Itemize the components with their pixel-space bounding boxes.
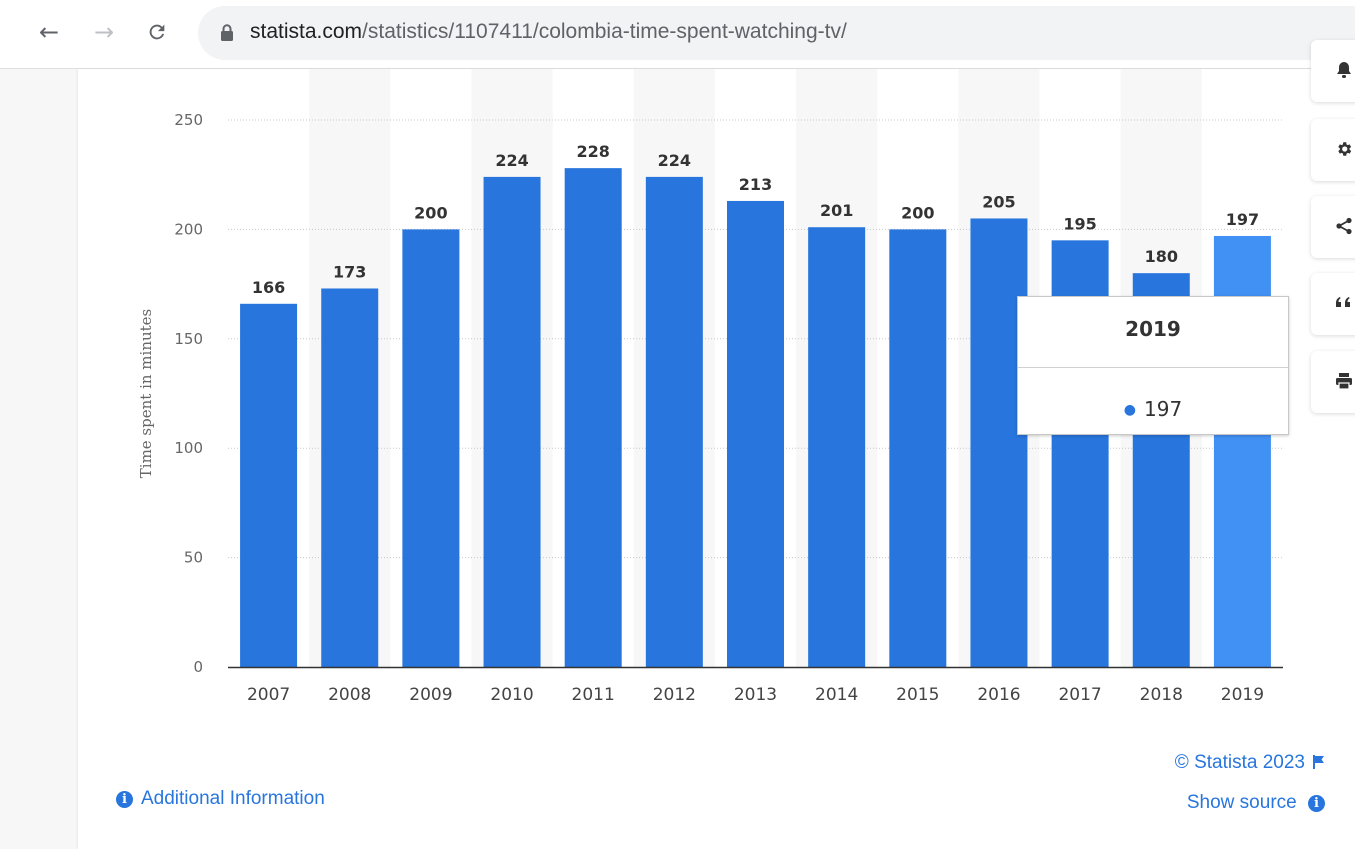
bar-2007 xyxy=(240,303,298,667)
reload-icon[interactable] xyxy=(143,18,171,46)
print-button[interactable] xyxy=(1311,351,1355,413)
bar-2011 xyxy=(564,168,622,668)
x-tick-label-2010: 2010 xyxy=(490,685,533,705)
tooltip-divider xyxy=(1018,367,1288,368)
x-tick-label-2007: 2007 xyxy=(247,685,290,705)
additional-information-link[interactable]: i Additional Information xyxy=(116,788,325,810)
x-tick-label-2018: 2018 xyxy=(1140,685,1183,705)
forward-arrow-icon[interactable]: → xyxy=(93,18,115,46)
data-label-2011: 228 xyxy=(576,142,609,161)
flag-icon xyxy=(1313,753,1325,769)
bar-2016 xyxy=(970,218,1028,667)
data-label-2007: 166 xyxy=(252,278,285,297)
data-label-2009: 200 xyxy=(414,203,447,222)
y-tick-label: 0 xyxy=(193,658,203,676)
bar-chart: 0 50 100 150 200 250 Time spent in minutes 166 2… xyxy=(137,69,1283,705)
x-tick-label-2008: 2008 xyxy=(328,685,371,705)
tooltip-value-row: ● 197 xyxy=(1018,397,1288,421)
data-label-2013: 213 xyxy=(739,175,772,194)
url-domain: statista.com xyxy=(250,20,363,43)
print-icon xyxy=(1336,373,1352,390)
x-tick-label-2013: 2013 xyxy=(734,685,777,705)
x-tick-label-2011: 2011 xyxy=(572,685,615,705)
tooltip-value: 197 xyxy=(1144,397,1183,421)
show-source-link[interactable]: Show source i xyxy=(1187,792,1325,814)
gear-icon xyxy=(1338,142,1352,156)
bar-2010 xyxy=(483,176,541,667)
share-icon xyxy=(1336,217,1352,235)
data-label-2019: 197 xyxy=(1226,210,1259,229)
y-tick-label: 200 xyxy=(174,220,203,238)
url-text: statista.com/statistics/1107411/colombia… xyxy=(250,20,847,44)
copyright-text: © Statista 2023 xyxy=(1174,752,1305,773)
data-label-2016: 205 xyxy=(982,192,1015,211)
y-tick-label: 50 xyxy=(184,549,203,567)
bar-2009 xyxy=(402,229,460,667)
data-label-2018: 180 xyxy=(1145,247,1178,266)
data-tooltip: 2019 ● 197 xyxy=(1017,296,1289,435)
data-label-2015: 200 xyxy=(901,203,934,222)
address-bar[interactable]: statista.com/statistics/1107411/colombia… xyxy=(198,6,1355,60)
series-dot-icon: ● xyxy=(1123,402,1137,418)
back-arrow-icon[interactable]: ← xyxy=(38,18,60,46)
share-button[interactable] xyxy=(1311,196,1355,258)
bell-icon xyxy=(1337,62,1351,78)
y-tick-label: 250 xyxy=(174,111,203,129)
data-label-2012: 224 xyxy=(658,151,691,170)
x-tick-label-2015: 2015 xyxy=(896,685,939,705)
x-tick-label-2016: 2016 xyxy=(977,685,1020,705)
cite-button[interactable] xyxy=(1311,273,1355,335)
bar-2014 xyxy=(808,227,866,667)
info-icon: i xyxy=(1308,795,1325,812)
show-source-text: Show source xyxy=(1186,792,1297,813)
data-label-2010: 224 xyxy=(495,151,528,170)
x-tick-label-2017: 2017 xyxy=(1058,685,1101,705)
lock-icon xyxy=(221,24,233,41)
y-tick-label: 100 xyxy=(174,439,203,457)
x-tick-label-2009: 2009 xyxy=(409,685,452,705)
data-label-2008: 173 xyxy=(333,262,366,281)
bar-2013 xyxy=(727,200,784,667)
data-label-2014: 201 xyxy=(820,201,853,220)
quote-icon xyxy=(1336,297,1350,307)
additional-information-text: Additional Information xyxy=(141,788,325,809)
bar-2012 xyxy=(645,176,703,667)
notification-button[interactable] xyxy=(1311,40,1355,102)
copyright-link[interactable]: © Statista 2023 xyxy=(1175,752,1325,774)
url-path: /statistics/1107411/colombia-time-spent-… xyxy=(362,20,847,43)
y-tick-label: 150 xyxy=(174,330,203,348)
x-tick-label-2019: 2019 xyxy=(1221,685,1264,705)
data-label-2017: 195 xyxy=(1063,214,1096,233)
bar-2015 xyxy=(889,229,947,667)
x-tick-label-2012: 2012 xyxy=(653,685,696,705)
info-icon: i xyxy=(116,791,133,808)
settings-button[interactable] xyxy=(1311,119,1355,181)
x-tick-label-2014: 2014 xyxy=(815,685,858,705)
y-axis-label: Time spent in minutes xyxy=(137,309,155,478)
browser-toolbar: ← → statista.com/statistics/1107411/colo… xyxy=(0,0,1355,69)
bar-2008 xyxy=(321,288,379,667)
tooltip-title: 2019 xyxy=(1125,317,1181,341)
